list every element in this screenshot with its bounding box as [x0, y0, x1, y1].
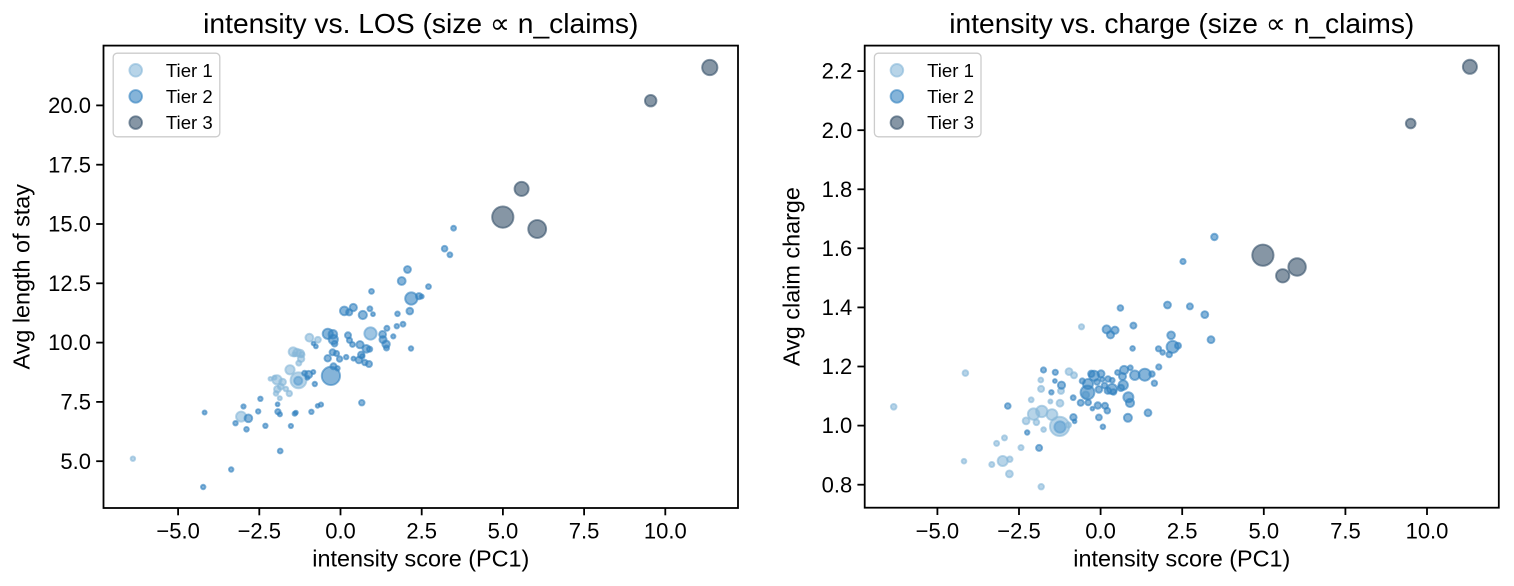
svg-text:2.5: 2.5	[406, 519, 437, 544]
svg-text:5.0: 5.0	[1249, 519, 1280, 544]
svg-text:0.8: 0.8	[822, 472, 853, 497]
svg-text:Tier 1: Tier 1	[927, 60, 974, 81]
svg-text:1.4: 1.4	[822, 295, 853, 320]
svg-text:2.5: 2.5	[1167, 519, 1198, 544]
svg-text:20.0: 20.0	[48, 93, 91, 118]
svg-text:12.5: 12.5	[48, 271, 91, 296]
svg-text:0.0: 0.0	[325, 519, 356, 544]
svg-text:Avg length of stay: Avg length of stay	[9, 184, 35, 370]
svg-text:2.2: 2.2	[822, 59, 853, 84]
svg-text:7.5: 7.5	[1330, 519, 1361, 544]
svg-text:intensity score (PC1): intensity score (PC1)	[312, 546, 529, 572]
svg-text:17.5: 17.5	[48, 152, 91, 177]
svg-text:−2.5: −2.5	[238, 519, 281, 544]
svg-text:Tier 2: Tier 2	[927, 86, 974, 107]
svg-text:intensity vs. LOS (size ∝ n_cl: intensity vs. LOS (size ∝ n_claims)	[203, 7, 638, 39]
svg-text:5.0: 5.0	[488, 519, 519, 544]
svg-text:Avg claim charge: Avg claim charge	[779, 187, 805, 366]
svg-text:7.5: 7.5	[569, 519, 600, 544]
svg-text:Tier 3: Tier 3	[166, 112, 213, 133]
svg-text:Tier 2: Tier 2	[166, 86, 213, 107]
svg-text:Tier 3: Tier 3	[927, 112, 974, 133]
svg-text:1.8: 1.8	[822, 177, 853, 202]
svg-text:0.0: 0.0	[1085, 519, 1116, 544]
svg-text:10.0: 10.0	[644, 519, 687, 544]
svg-text:Tier 1: Tier 1	[166, 60, 213, 81]
svg-text:1.6: 1.6	[822, 236, 853, 261]
svg-text:−2.5: −2.5	[997, 519, 1040, 544]
svg-text:10.0: 10.0	[1406, 519, 1449, 544]
svg-text:−5.0: −5.0	[156, 519, 199, 544]
svg-text:2.0: 2.0	[822, 118, 853, 143]
svg-text:intensity vs. charge (size ∝ n: intensity vs. charge (size ∝ n_claims)	[949, 7, 1414, 39]
svg-text:−5.0: −5.0	[916, 519, 959, 544]
svg-text:15.0: 15.0	[48, 212, 91, 237]
svg-text:5.0: 5.0	[60, 449, 91, 474]
svg-text:10.0: 10.0	[48, 330, 91, 355]
svg-text:1.0: 1.0	[822, 413, 853, 438]
svg-text:intensity score (PC1): intensity score (PC1)	[1073, 546, 1290, 572]
svg-text:7.5: 7.5	[60, 390, 91, 415]
svg-text:1.2: 1.2	[822, 354, 853, 379]
